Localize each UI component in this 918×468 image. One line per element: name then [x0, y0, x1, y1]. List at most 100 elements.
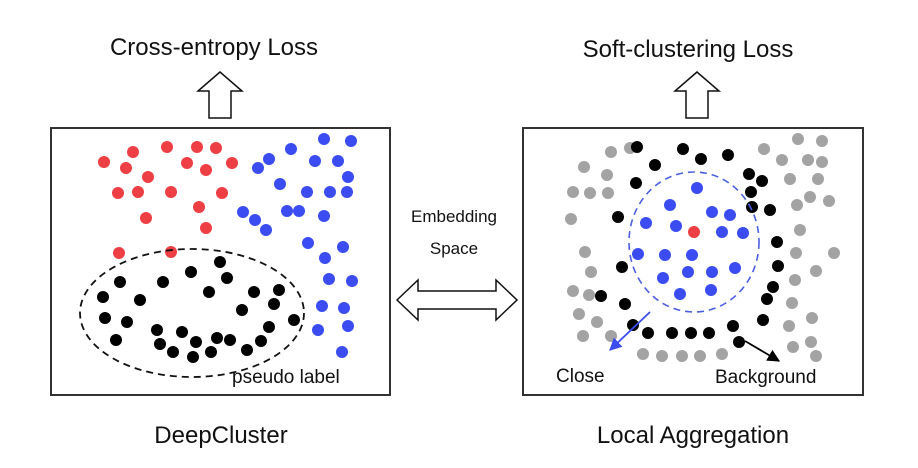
background-label: Background: [715, 367, 816, 388]
right-gray-dot: [810, 350, 822, 362]
left-black-dot: [203, 286, 215, 298]
left-black-dot: [236, 304, 248, 316]
left-blue-dot: [337, 241, 349, 253]
embedding-label: Embedding: [411, 207, 497, 226]
left-black-dot: [121, 316, 133, 328]
left-blue-dot: [318, 133, 330, 145]
right-gray-dot: [579, 246, 591, 258]
right-gray-dot: [816, 156, 828, 168]
right-gray-dot: [776, 154, 788, 166]
right-black-dot: [616, 261, 628, 273]
right-gray-dot: [789, 274, 801, 286]
left-black-dot: [151, 324, 163, 336]
left-dot-cloud: [97, 133, 358, 363]
right-black-dot: [627, 319, 639, 331]
left-red-dot: [161, 141, 173, 153]
right-black-dot: [745, 186, 757, 198]
left-red-dot: [120, 162, 132, 174]
left-blue-dot: [281, 205, 293, 217]
left-red-dot: [142, 171, 154, 183]
right-black-dot: [685, 327, 697, 339]
left-red-dot: [113, 247, 125, 259]
right-black-dot: [771, 236, 783, 248]
left-blue-dot: [285, 143, 297, 155]
left-black-dot: [214, 256, 226, 268]
right-blue-dot: [706, 206, 718, 218]
left-red-dot: [165, 246, 177, 258]
left-black-dot: [205, 346, 217, 358]
left-blue-dot: [301, 186, 313, 198]
right-gray-dot: [601, 169, 613, 181]
left-red-dot: [200, 164, 212, 176]
left-red-dot: [127, 146, 139, 158]
right-gray-dot: [790, 247, 802, 259]
left-up-arrow-icon: [195, 71, 245, 119]
right-gray-dot: [577, 330, 589, 342]
left-blue-dot: [252, 162, 264, 174]
right-gray-dot: [578, 161, 590, 173]
right-gray-dot: [786, 297, 798, 309]
background-arrow: [744, 340, 781, 362]
right-blue-dot: [686, 249, 698, 261]
neighborhood-circle: [628, 171, 760, 313]
left-black-dot: [134, 294, 146, 306]
left-black-dot: [224, 334, 236, 346]
left-black-dot: [176, 326, 188, 338]
right-black-dot: [695, 153, 707, 165]
left-black-dot: [114, 276, 126, 288]
right-gray-dot: [567, 285, 579, 297]
left-black-dot: [288, 314, 300, 326]
right-black-dot: [619, 298, 631, 310]
left-black-dot: [157, 276, 169, 288]
close-label: Close: [556, 366, 605, 387]
left-red-dot: [226, 157, 238, 169]
right-black-dot: [733, 336, 745, 348]
right-blue-dot: [716, 226, 728, 238]
right-black-dot: [612, 211, 624, 223]
right-blue-dot: [705, 284, 717, 296]
right-gray-dot: [816, 135, 828, 147]
right-gray-dot: [716, 348, 728, 360]
left-blue-dot: [345, 135, 357, 147]
left-blue-dot: [318, 210, 330, 222]
left-blue-dot: [341, 186, 353, 198]
right-blue-dot: [729, 262, 741, 274]
right-gray-dot: [656, 350, 668, 362]
right-gray-dot: [676, 350, 688, 362]
left-red-dot: [193, 201, 205, 213]
right-gray-dot: [694, 350, 706, 362]
left-blue-dot: [293, 205, 305, 217]
right-black-dot: [677, 143, 689, 155]
right-gray-dot: [823, 195, 835, 207]
right-red-dot: [688, 226, 700, 238]
right-black-dot: [642, 327, 654, 339]
left-blue-dot: [338, 302, 350, 314]
left-blue-dot: [263, 153, 275, 165]
left-blue-dot: [316, 300, 328, 312]
left-black-dot: [255, 335, 267, 347]
right-blue-dot: [737, 227, 749, 239]
right-blue-dot: [691, 182, 703, 194]
right-black-dot: [756, 175, 768, 187]
left-blue-dot: [342, 171, 354, 183]
right-loss-label: Soft-clustering Loss: [583, 36, 794, 63]
left-blue-dot: [323, 273, 335, 285]
right-gray-dot: [792, 133, 804, 145]
right-blue-dot: [674, 288, 686, 300]
right-black-dot: [743, 168, 755, 180]
right-black-dot: [595, 290, 607, 302]
left-loss-label: Cross-entropy Loss: [110, 34, 318, 61]
right-gray-dot: [810, 265, 822, 277]
right-blue-dot: [640, 217, 652, 229]
right-gray-dot: [805, 336, 817, 348]
left-blue-dot: [249, 214, 261, 226]
right-dot-cloud: [565, 133, 840, 362]
right-caption: Local Aggregation: [597, 422, 789, 449]
left-black-dot: [273, 284, 285, 296]
right-gray-dot: [605, 330, 617, 342]
left-blue-dot: [274, 178, 286, 190]
close-arrow: [609, 311, 651, 351]
right-gray-dot: [584, 187, 596, 199]
right-black-dot: [761, 293, 773, 305]
